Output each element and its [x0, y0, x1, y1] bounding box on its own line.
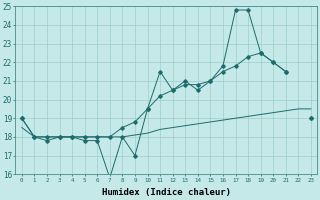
- X-axis label: Humidex (Indice chaleur): Humidex (Indice chaleur): [102, 188, 231, 197]
